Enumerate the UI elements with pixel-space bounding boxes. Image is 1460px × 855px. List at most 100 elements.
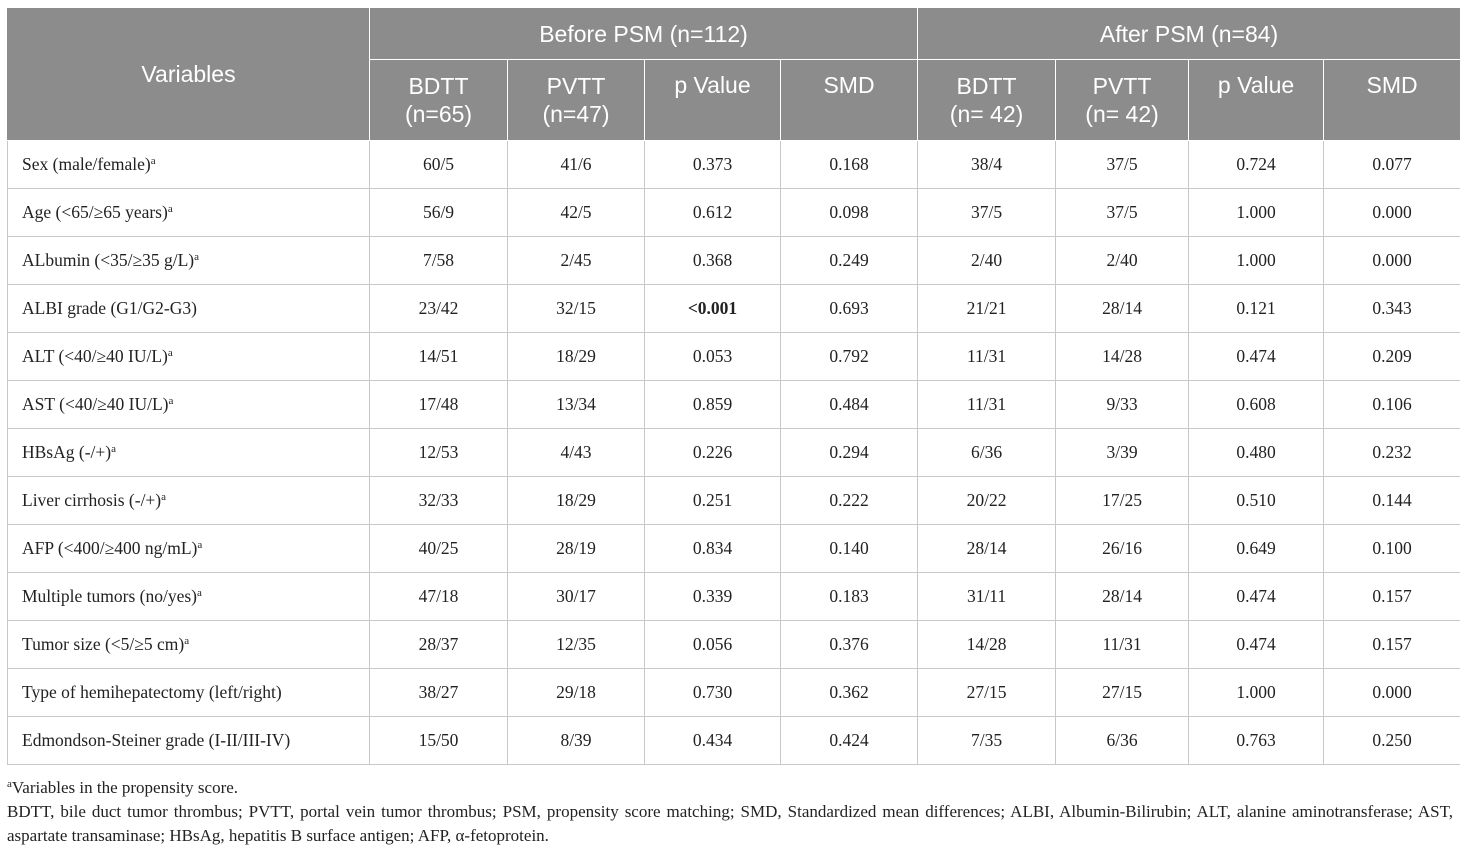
- table-cell: 0.053: [644, 332, 781, 381]
- row-label-text: Age (<65/≥65 years): [22, 202, 168, 222]
- row-label-footnote-marker: a: [184, 635, 190, 647]
- table-cell: 28/14: [1055, 572, 1190, 621]
- row-label-text: Edmondson-Steiner grade (I-II/III-IV): [22, 730, 291, 750]
- table-row: Liver cirrhosis (-/+)a 32/33 18/29 0.251 0.2…: [7, 476, 1460, 525]
- table-footnotes: aVariables in the propensity score. BDTT…: [7, 776, 1453, 848]
- row-label-footnote-marker: a: [194, 251, 199, 263]
- table-cell: 0.763: [1188, 716, 1325, 765]
- table-row: HBsAg (-/+)a 12/53 4/43 0.226 0.294 6/36 3/39 0…: [7, 428, 1460, 477]
- table-row: ALT (<40/≥40 IU/L)a 14/51 18/29 0.053 0.792 1…: [7, 332, 1460, 381]
- row-label: ALT (<40/≥40 IU/L)a: [7, 332, 370, 381]
- table-cell: 60/5: [369, 140, 508, 189]
- table-cell: 0.484: [779, 380, 919, 429]
- table-row: Edmondson-Steiner grade (I-II/III-IV) 15/…: [7, 716, 1460, 765]
- row-label: AFP (<400/≥400 ng/mL)a: [7, 524, 370, 573]
- subheader-before-0: BDTT (n=65): [369, 59, 508, 141]
- subheader-after-1: PVTT (n= 42): [1055, 59, 1190, 141]
- table-cell: 0.373: [644, 140, 781, 189]
- table-cell: 14/28: [1055, 332, 1190, 381]
- table-row: Age (<65/≥65 years)a 56/9 42/5 0.612 0.098 37…: [7, 188, 1460, 237]
- table-cell: 0.434: [644, 716, 781, 765]
- row-label: Sex (male/female)a: [7, 140, 370, 189]
- table-cell: 0.000: [1323, 236, 1460, 285]
- table-cell: 11/31: [917, 380, 1057, 429]
- table-cell: 2/40: [917, 236, 1057, 285]
- table-cell: 0.056: [644, 620, 781, 669]
- table-cell: 1.000: [1188, 188, 1325, 237]
- table-cell: 0.730: [644, 668, 781, 717]
- subheader-before-2: p Value: [644, 59, 781, 141]
- table-cell: 0.612: [644, 188, 781, 237]
- table-row: ALbumin (<35/≥35 g/L)a 7/58 2/45 0.368 0.249…: [7, 236, 1460, 285]
- table-cell: 12/35: [507, 620, 645, 669]
- table-cell: 0.376: [779, 620, 919, 669]
- table-cell: 8/39: [507, 716, 645, 765]
- table-container: Variables Before PSM (n=112) After PSM (…: [7, 7, 1460, 765]
- subheader-line2: (n=47): [542, 101, 610, 127]
- subheader-line1: PVTT: [546, 73, 606, 99]
- table-cell: 0.693: [779, 284, 919, 333]
- table-cell: 0.294: [779, 428, 919, 477]
- footnote-a-marker: a: [7, 778, 12, 790]
- subheader-line2: (n=65): [404, 101, 473, 127]
- table-cell: 0.474: [1188, 572, 1325, 621]
- subheader-line1: SMD: [823, 72, 875, 98]
- table-cell: 15/50: [369, 716, 508, 765]
- table-cell: 23/42: [369, 284, 508, 333]
- row-label-text: Liver cirrhosis (-/+): [22, 490, 162, 510]
- table-cell: 3/39: [1055, 428, 1190, 477]
- table-cell: 0.474: [1188, 620, 1325, 669]
- subheader-line1: PVTT: [1092, 73, 1152, 99]
- table-body: Sex (male/female)a 60/5 41/6 0.373 0.168 38/4…: [7, 140, 1460, 765]
- row-label-text: Tumor size (<5/≥5 cm): [22, 634, 185, 654]
- table-cell: 21/21: [917, 284, 1057, 333]
- header-group-before: Before PSM (n=112): [368, 7, 919, 60]
- table-cell: 0.834: [644, 524, 781, 573]
- table-cell: 0.510: [1188, 476, 1325, 525]
- table-cell: 32/15: [507, 284, 645, 333]
- table-cell: 27/15: [1055, 668, 1190, 717]
- table-cell: 6/36: [917, 428, 1057, 477]
- table-cell: 1.000: [1188, 236, 1325, 285]
- table-cell: 0.792: [779, 332, 919, 381]
- table-cell: 0.144: [1323, 476, 1460, 525]
- table-cell: 0.121: [1188, 284, 1325, 333]
- row-label-footnote-marker: a: [167, 347, 173, 359]
- table-cell: 0.608: [1188, 380, 1325, 429]
- subheader-line1: BDTT: [956, 73, 1017, 99]
- table-cell: 4/43: [507, 428, 645, 477]
- table-cell: 0.249: [779, 236, 919, 285]
- table-cell: 31/11: [917, 572, 1057, 621]
- subheader-after-3: SMD: [1323, 59, 1460, 141]
- table-cell: 0.859: [644, 380, 781, 429]
- footnote-a-text: Variables in the propensity score.: [11, 778, 239, 797]
- table-cell: 0.339: [644, 572, 781, 621]
- table-cell: 0.724: [1188, 140, 1325, 189]
- table-cell: 13/34: [507, 380, 645, 429]
- table-cell: 0.250: [1323, 716, 1460, 765]
- table-cell: 0.106: [1323, 380, 1460, 429]
- table-cell: 0.424: [779, 716, 919, 765]
- table-cell: 2/40: [1055, 236, 1190, 285]
- subheader-before-3: SMD: [779, 59, 919, 141]
- table-cell: 0.362: [779, 668, 919, 717]
- table-cell: 28/14: [1055, 284, 1190, 333]
- subheader-line2: (n= 42): [1085, 101, 1159, 127]
- table-row: ALBI grade (G1/G2-G3) 23/42 32/15 <0.001 0.6…: [7, 284, 1460, 333]
- table-cell: 0.474: [1188, 332, 1325, 381]
- table-cell: 0.168: [779, 140, 919, 189]
- row-label: Age (<65/≥65 years)a: [7, 188, 370, 237]
- subheader-line1: BDTT: [408, 73, 469, 99]
- table-cell: 0.100: [1323, 524, 1460, 573]
- table-cell: 56/9: [369, 188, 508, 237]
- subheader-line1: SMD: [1366, 72, 1418, 98]
- row-label: HBsAg (-/+)a: [7, 428, 370, 477]
- table-cell: 30/17: [507, 572, 645, 621]
- row-label: Edmondson-Steiner grade (I-II/III-IV): [7, 716, 370, 765]
- table-cell: 0.000: [1323, 668, 1460, 717]
- table-cell: 47/18: [369, 572, 508, 621]
- row-label: Tumor size (<5/≥5 cm)a: [7, 620, 370, 669]
- table-row: Sex (male/female)a 60/5 41/6 0.373 0.168 38/4…: [7, 140, 1460, 189]
- table-cell: 41/6: [507, 140, 645, 189]
- table-cell: 6/36: [1055, 716, 1190, 765]
